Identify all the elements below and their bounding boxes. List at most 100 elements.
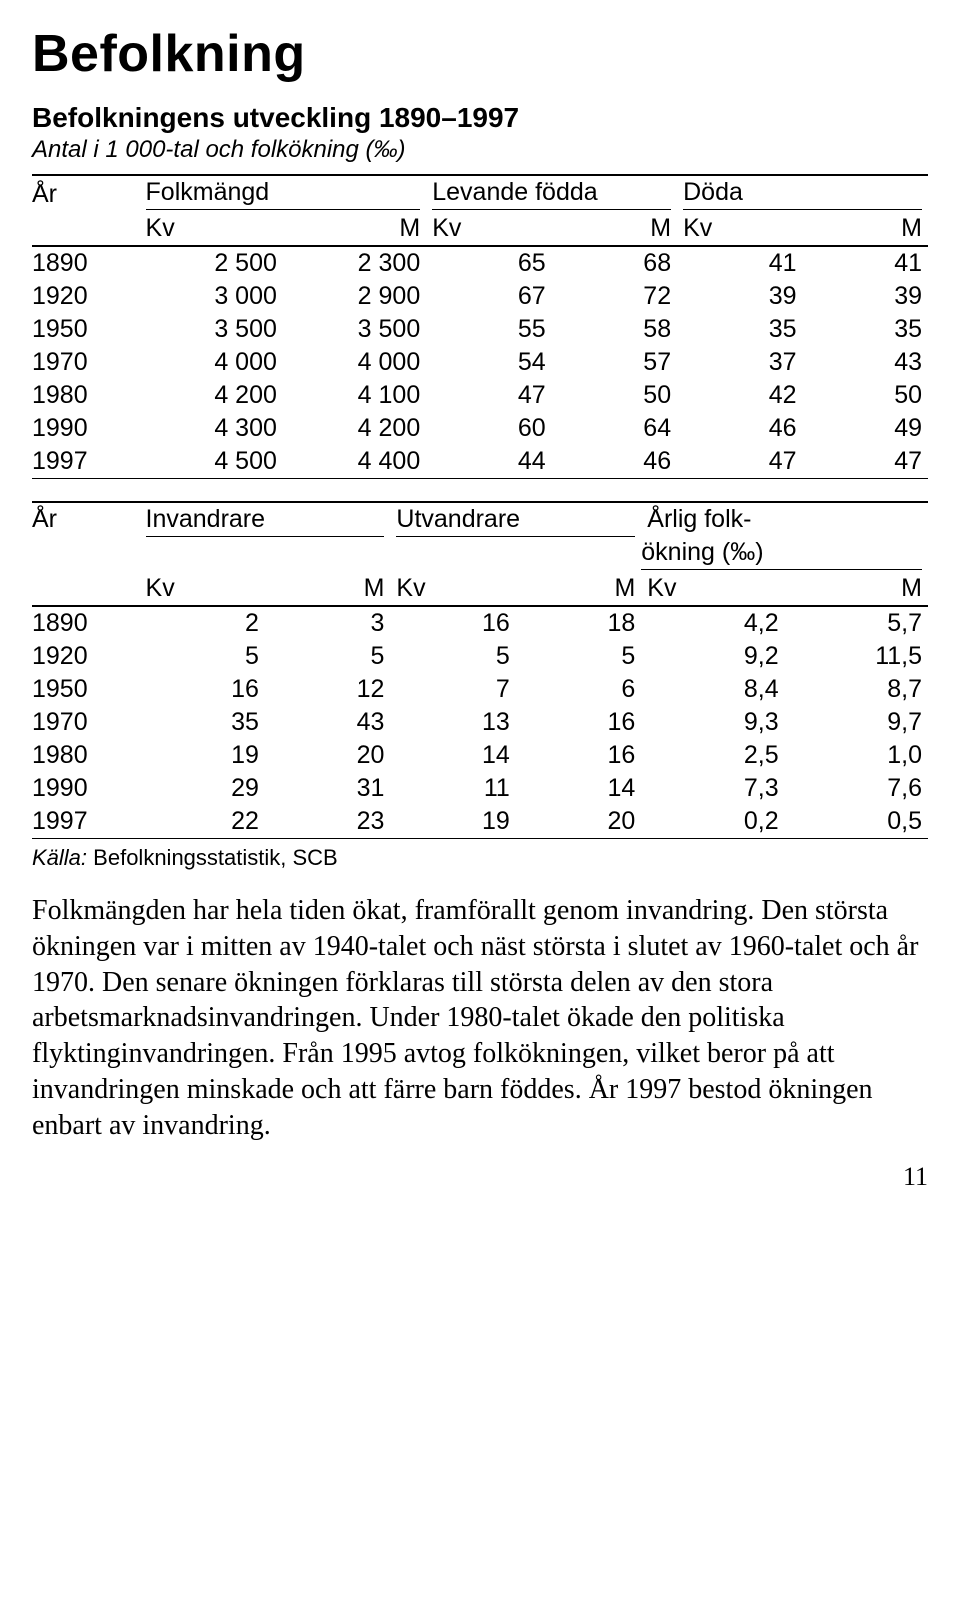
table-cell: 11 bbox=[390, 772, 515, 805]
table-row: 19974 5004 40044464747 bbox=[32, 445, 928, 479]
table-cell: 1997 bbox=[32, 445, 140, 479]
table-cell: 3 500 bbox=[283, 313, 426, 346]
table-cell: 49 bbox=[803, 412, 928, 445]
table-cell: 65 bbox=[426, 246, 551, 280]
col-sub-m: M bbox=[283, 212, 426, 246]
col-sub-kv: Kv bbox=[426, 212, 551, 246]
table-row: 18902 5002 30065684141 bbox=[32, 246, 928, 280]
col-sub-kv: Kv bbox=[641, 572, 784, 606]
table-cell: 7 bbox=[390, 673, 515, 706]
table-cell: 3 bbox=[265, 606, 390, 640]
table-title: Befolkningens utveckling 1890–1997 bbox=[32, 102, 928, 134]
table-row: 19804 2004 10047504250 bbox=[32, 379, 928, 412]
table-row: 19503 5003 50055583535 bbox=[32, 313, 928, 346]
col-group-arlig-l2: ökning (‰) bbox=[641, 536, 928, 572]
table-cell: 35 bbox=[140, 706, 265, 739]
table-cell: 2 900 bbox=[283, 280, 426, 313]
table-cell: 1920 bbox=[32, 640, 140, 673]
table-cell: 4 000 bbox=[140, 346, 283, 379]
table-cell: 2 300 bbox=[283, 246, 426, 280]
table1-body: 18902 5002 3006568414119203 0002 9006772… bbox=[32, 246, 928, 479]
table-cell: 1950 bbox=[32, 313, 140, 346]
table-cell: 35 bbox=[677, 313, 802, 346]
col-sub-kv: Kv bbox=[677, 212, 802, 246]
col-sub-kv: Kv bbox=[390, 572, 515, 606]
table-cell: 1990 bbox=[32, 772, 140, 805]
table-cell: 2 bbox=[140, 606, 265, 640]
col-sub-m: M bbox=[516, 572, 641, 606]
table-cell: 11,5 bbox=[785, 640, 928, 673]
table-cell: 5 bbox=[265, 640, 390, 673]
table-cell: 29 bbox=[140, 772, 265, 805]
col-header-year: År bbox=[32, 502, 140, 572]
table-cell: 16 bbox=[140, 673, 265, 706]
table-cell: 5 bbox=[140, 640, 265, 673]
table-row: 19904 3004 20060644649 bbox=[32, 412, 928, 445]
table-cell: 8,7 bbox=[785, 673, 928, 706]
table-cell: 23 bbox=[265, 805, 390, 839]
table-cell: 9,2 bbox=[641, 640, 784, 673]
table-cell: 4 400 bbox=[283, 445, 426, 479]
table-cell: 1980 bbox=[32, 379, 140, 412]
table-cell: 1970 bbox=[32, 706, 140, 739]
table-cell: 7,3 bbox=[641, 772, 784, 805]
table-cell: 4 500 bbox=[140, 445, 283, 479]
table-row: 1997222319200,20,5 bbox=[32, 805, 928, 839]
table-cell: 1890 bbox=[32, 246, 140, 280]
table-cell: 22 bbox=[140, 805, 265, 839]
table-cell: 43 bbox=[265, 706, 390, 739]
table-subtitle: Antal i 1 000-tal och folkökning (‰) bbox=[32, 136, 928, 164]
table-cell: 4 200 bbox=[283, 412, 426, 445]
table-cell: 31 bbox=[265, 772, 390, 805]
body-paragraph: Folkmängden har hela tiden ökat, framför… bbox=[32, 893, 928, 1144]
table-row: 1980192014162,51,0 bbox=[32, 739, 928, 772]
table-cell: 1890 bbox=[32, 606, 140, 640]
col-sub-kv: Kv bbox=[140, 572, 265, 606]
col-sub-m: M bbox=[552, 212, 677, 246]
table-cell: 39 bbox=[677, 280, 802, 313]
table-row: 19704 0004 00054573743 bbox=[32, 346, 928, 379]
table-cell: 64 bbox=[552, 412, 677, 445]
col-group-utvandrare: Utvandrare bbox=[390, 502, 641, 572]
table-row: 18902316184,25,7 bbox=[32, 606, 928, 640]
table-cell: 55 bbox=[426, 313, 551, 346]
table-cell: 5,7 bbox=[785, 606, 928, 640]
col-sub-kv: Kv bbox=[140, 212, 283, 246]
table-cell: 14 bbox=[390, 739, 515, 772]
table-cell: 19 bbox=[390, 805, 515, 839]
col-sub-m: M bbox=[803, 212, 928, 246]
table-cell: 58 bbox=[552, 313, 677, 346]
table-cell: 43 bbox=[803, 346, 928, 379]
table-cell: 20 bbox=[265, 739, 390, 772]
table-source: Källa: Befolkningsstatistik, SCB bbox=[32, 845, 928, 871]
page-title: Befolkning bbox=[32, 24, 928, 84]
table-cell: 72 bbox=[552, 280, 677, 313]
table-cell: 2,5 bbox=[641, 739, 784, 772]
table-cell: 6 bbox=[516, 673, 641, 706]
table-row: 1990293111147,37,6 bbox=[32, 772, 928, 805]
table-cell: 44 bbox=[426, 445, 551, 479]
table-cell: 46 bbox=[552, 445, 677, 479]
table-cell: 5 bbox=[390, 640, 515, 673]
table-cell: 50 bbox=[803, 379, 928, 412]
table-cell: 14 bbox=[516, 772, 641, 805]
table2-body: 18902316184,25,7192055559,211,5195016127… bbox=[32, 606, 928, 839]
table-migration: År Invandrare Utvandrare Årlig folk- ökn… bbox=[32, 501, 928, 839]
table-cell: 4 000 bbox=[283, 346, 426, 379]
table-cell: 50 bbox=[552, 379, 677, 412]
source-value: Befolkningsstatistik, SCB bbox=[93, 845, 338, 870]
table-cell: 0,2 bbox=[641, 805, 784, 839]
table-cell: 1920 bbox=[32, 280, 140, 313]
page-number: 11 bbox=[32, 1162, 928, 1192]
table-cell: 1997 bbox=[32, 805, 140, 839]
table-cell: 9,3 bbox=[641, 706, 784, 739]
table-cell: 68 bbox=[552, 246, 677, 280]
table-population: År Folkmängd Levande födda Döda Kv M Kv … bbox=[32, 174, 928, 479]
table-cell: 8,4 bbox=[641, 673, 784, 706]
table-row: 19203 0002 90067723939 bbox=[32, 280, 928, 313]
table-cell: 7,6 bbox=[785, 772, 928, 805]
table-cell: 47 bbox=[803, 445, 928, 479]
col-sub-m: M bbox=[265, 572, 390, 606]
table-cell: 41 bbox=[677, 246, 802, 280]
col-group-arlig-l1: Årlig folk- bbox=[641, 502, 928, 536]
